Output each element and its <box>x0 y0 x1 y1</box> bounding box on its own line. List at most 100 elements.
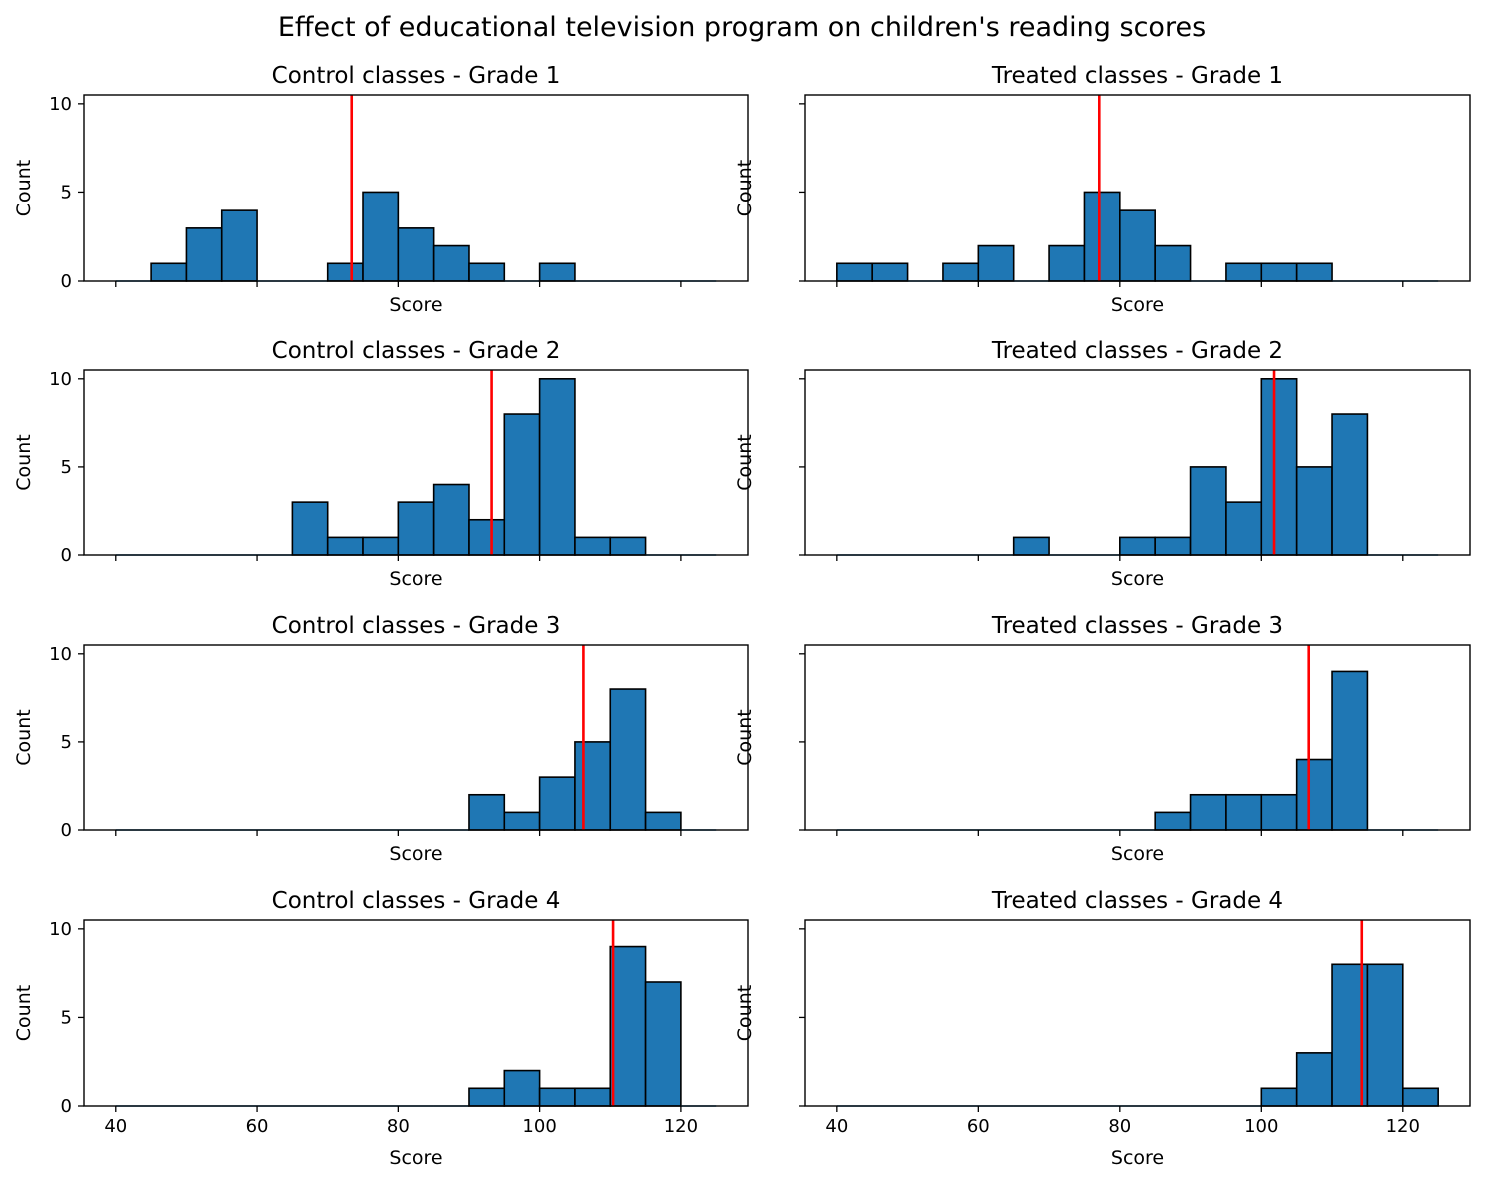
histogram-bar <box>538 776 576 831</box>
x-axis-label: Score <box>389 294 442 316</box>
y-axis-label: Count <box>13 434 35 490</box>
axes-frame <box>804 369 1471 556</box>
histogram-bar <box>1295 466 1333 556</box>
panel-treated-grade-3: Treated classes - Grade 3 Score Count <box>734 613 1471 865</box>
axes-frame <box>804 94 1471 282</box>
x-axis-label: Score <box>1111 843 1164 865</box>
y-axis-label: Count <box>734 434 756 490</box>
histogram-bar <box>574 741 612 831</box>
axes-frame <box>83 94 749 282</box>
histogram-bar <box>609 536 647 556</box>
y-tick-label: 10 <box>49 369 72 390</box>
panel-title: Treated classes - Grade 1 <box>991 63 1283 89</box>
y-tick-label: 5 <box>61 1007 72 1028</box>
y-tick-label: 5 <box>61 182 72 203</box>
panel-title: Treated classes - Grade 4 <box>991 888 1283 914</box>
histogram-bar <box>150 262 188 282</box>
y-tick-label: 0 <box>61 271 72 292</box>
histogram-bar <box>1012 536 1050 556</box>
y-tick-label: 0 <box>61 820 72 841</box>
histogram-bar <box>871 262 909 282</box>
panel-control-grade-4: Control classes - Grade 4 40 60 80 100 120 0 5 1… <box>13 888 749 1169</box>
panel-control-grade-1: Control classes - Grade 1 0 5 10 Score Count <box>13 63 749 316</box>
histogram-bar <box>1225 262 1263 282</box>
histogram-bar <box>538 1087 576 1107</box>
histogram-bar <box>1331 413 1369 556</box>
histogram-bar <box>503 413 541 556</box>
panel-title: Control classes - Grade 4 <box>272 888 561 914</box>
histogram-bar <box>1119 209 1156 282</box>
y-axis-label: Count <box>734 985 756 1041</box>
panel-title: Control classes - Grade 1 <box>272 63 561 89</box>
x-tick-label: 60 <box>967 1116 990 1137</box>
histogram-bar <box>397 501 435 556</box>
histogram-bar <box>220 209 258 282</box>
histogram-bar <box>503 811 541 831</box>
histogram-bar <box>468 1087 506 1107</box>
histogram-bar <box>942 262 980 282</box>
histogram-bar <box>977 244 1015 282</box>
histogram-bar <box>326 536 364 556</box>
histogram-bar <box>1260 793 1298 831</box>
histogram-bar <box>468 793 506 831</box>
histogram-bar <box>609 945 647 1107</box>
histogram-bar <box>1366 963 1404 1107</box>
y-tick-label: 5 <box>61 457 72 478</box>
x-axis-label: Score <box>1111 294 1164 316</box>
panel-control-grade-2: Control classes - Grade 2 0 5 10 Score Count <box>13 338 749 590</box>
x-tick-label: 120 <box>664 1116 698 1137</box>
y-axis-label: Count <box>13 709 35 765</box>
histogram-bar <box>538 378 576 556</box>
y-axis-label: Count <box>13 985 35 1041</box>
histogram-bar <box>362 536 400 556</box>
histogram-bar <box>1048 244 1086 282</box>
histogram-bar <box>432 483 470 556</box>
panel-title: Treated classes - Grade 2 <box>991 338 1283 364</box>
histogram-bar <box>432 244 470 282</box>
histogram-bar <box>644 981 682 1107</box>
histogram-bar <box>1154 244 1192 282</box>
histogram-bar <box>468 262 506 282</box>
axes-frame <box>83 919 749 1107</box>
x-axis-label: Score <box>389 843 442 865</box>
x-tick-label: 60 <box>246 1116 269 1137</box>
histogram-bar <box>503 1069 541 1107</box>
axes-frame <box>83 644 749 831</box>
histogram-bar <box>1260 378 1298 556</box>
panels-grid: Control classes - Grade 10510ScoreCountT… <box>13 63 1471 1169</box>
x-tick-label: 100 <box>522 1116 556 1137</box>
histogram-bar <box>1119 536 1156 556</box>
histogram-bar <box>1260 1087 1298 1107</box>
histogram-bar <box>836 262 874 282</box>
panel-title: Control classes - Grade 3 <box>272 613 561 639</box>
histogram-bar <box>644 811 682 831</box>
y-tick-label: 10 <box>49 919 72 940</box>
y-axis-label: Count <box>734 160 756 216</box>
histogram-bar <box>1295 758 1333 831</box>
panel-treated-grade-4: Treated classes - Grade 4 40 60 80 100 120 Sco… <box>734 888 1471 1169</box>
histogram-bar <box>362 191 400 282</box>
x-axis-label: Score <box>389 1147 442 1169</box>
y-tick-label: 0 <box>61 1096 72 1117</box>
y-tick-label: 10 <box>49 644 72 665</box>
panel-treated-grade-2: Treated classes - Grade 2 Score Count <box>734 338 1471 590</box>
y-axis-label: Count <box>734 709 756 765</box>
x-axis-label: Score <box>1111 568 1164 590</box>
y-tick-label: 0 <box>61 545 72 566</box>
x-axis-label: Score <box>1111 1147 1164 1169</box>
axes-frame <box>804 644 1471 831</box>
histogram-bar <box>609 688 647 831</box>
histogram-bar <box>185 227 223 282</box>
histogram-bar <box>1225 793 1263 831</box>
y-tick-label: 5 <box>61 732 72 753</box>
x-tick-label: 80 <box>1108 1116 1131 1137</box>
histogram-bar <box>1331 670 1369 831</box>
figure-title: Effect of educational television program… <box>278 12 1206 43</box>
x-tick-label: 80 <box>387 1116 410 1137</box>
x-tick-label: 40 <box>825 1116 848 1137</box>
histogram-bar <box>291 501 329 556</box>
y-tick-label: 10 <box>49 94 72 115</box>
histogram-bar <box>1401 1087 1439 1107</box>
histogram-bar <box>1295 262 1333 282</box>
histogram-bar <box>1295 1052 1333 1107</box>
